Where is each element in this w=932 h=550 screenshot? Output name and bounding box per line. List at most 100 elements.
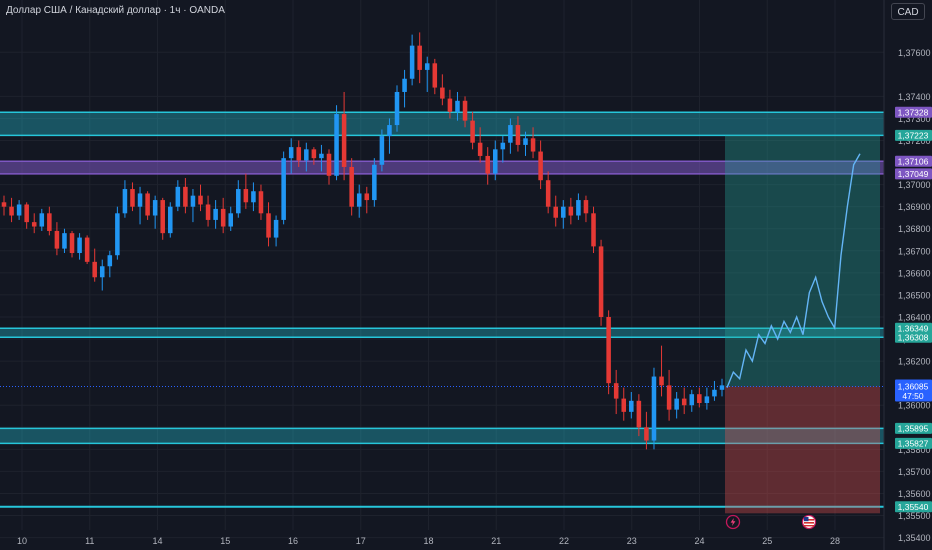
currency-button[interactable]: CAD xyxy=(891,3,925,20)
candle xyxy=(372,158,377,207)
candle xyxy=(145,191,150,220)
candle-body xyxy=(296,147,302,161)
price-label[interactable]: 1,36349 xyxy=(895,322,932,334)
candle xyxy=(137,186,143,225)
price-label[interactable]: 1,37223 xyxy=(895,129,932,141)
candle xyxy=(183,178,188,214)
candle-body xyxy=(387,125,392,137)
candle-body xyxy=(538,151,543,181)
price-label-bg xyxy=(895,129,932,141)
candle xyxy=(538,140,543,190)
price-tick-label: 1,36400 xyxy=(898,312,931,322)
candle xyxy=(417,32,422,84)
candle-body xyxy=(175,186,181,207)
candle-body xyxy=(190,195,196,207)
candle-body xyxy=(523,138,528,145)
candle-body xyxy=(77,237,82,254)
price-label-bg xyxy=(895,155,932,167)
candle-body xyxy=(500,142,506,150)
candle-body xyxy=(47,213,52,231)
candle-body xyxy=(273,219,279,238)
candle-body xyxy=(681,398,687,406)
candle-body xyxy=(591,213,596,247)
candle-body xyxy=(31,222,37,227)
candle-body xyxy=(606,316,611,384)
candle xyxy=(243,173,249,209)
candle xyxy=(583,195,589,223)
candle-body xyxy=(424,63,430,70)
candle xyxy=(387,118,392,154)
price-label[interactable]: 1,37328 xyxy=(895,106,932,118)
time-axis[interactable]: 10 11 14 15 16 17 18 21 22 23 24 25 28 xyxy=(17,536,840,546)
candle xyxy=(674,391,679,419)
support-resistance-zones xyxy=(0,111,884,508)
candle-body xyxy=(266,213,271,238)
candle-body xyxy=(545,180,551,207)
candle xyxy=(304,142,309,172)
candle xyxy=(659,345,664,397)
time-tick-label: 28 xyxy=(830,536,840,546)
candle xyxy=(198,184,203,212)
candle-body xyxy=(719,385,725,390)
candle xyxy=(644,411,649,450)
price-label-text: 1,35827 xyxy=(898,439,929,449)
candle xyxy=(251,182,256,212)
candle-body xyxy=(553,206,558,218)
candle-body xyxy=(485,155,490,174)
time-tick-label: 14 xyxy=(152,536,162,546)
price-label-bg xyxy=(895,168,932,180)
candle-body xyxy=(228,213,234,227)
candle xyxy=(712,380,717,401)
candle xyxy=(477,127,483,163)
candle-body xyxy=(69,233,75,254)
candle xyxy=(470,111,475,150)
candle xyxy=(341,91,347,181)
candle xyxy=(697,387,702,408)
current-price-text: 1,36085 xyxy=(898,381,929,391)
price-tick-label: 1,35600 xyxy=(898,489,931,499)
candle-body xyxy=(319,153,324,159)
candle xyxy=(296,140,302,167)
candle xyxy=(273,215,279,247)
price-tick-label: 1,36700 xyxy=(898,246,931,256)
candle xyxy=(152,195,158,229)
candle xyxy=(16,200,22,220)
candle xyxy=(122,180,128,218)
price-label[interactable]: 1,35827 xyxy=(895,437,932,449)
candlestick-series xyxy=(1,32,725,450)
long-position-tool[interactable] xyxy=(0,135,884,514)
candle-body xyxy=(183,186,188,207)
us-flag-icon[interactable] xyxy=(801,514,817,530)
purple-zone xyxy=(0,161,884,174)
cyan-zone xyxy=(0,112,884,136)
candle-body xyxy=(84,237,90,262)
event-icons[interactable] xyxy=(725,514,817,530)
candle-body xyxy=(16,204,22,216)
price-label[interactable]: 1,37106 xyxy=(895,155,932,167)
candle-body xyxy=(251,191,256,203)
price-label[interactable]: 1,37049 xyxy=(895,168,932,180)
price-label[interactable]: 1,35540 xyxy=(895,501,932,513)
candle xyxy=(576,193,581,220)
time-tick-label: 18 xyxy=(423,536,433,546)
candle-body xyxy=(220,208,226,227)
time-tick-label: 15 xyxy=(220,536,230,546)
price-label[interactable]: 1,35895 xyxy=(895,422,932,434)
price-label[interactable]: 1,36308 xyxy=(895,331,932,343)
chart-title: Доллар США / Канадский доллар · 1ч · OAN… xyxy=(6,5,225,16)
lightning-icon[interactable] xyxy=(725,514,741,530)
candle xyxy=(77,233,82,260)
candle xyxy=(636,394,642,437)
candle xyxy=(394,85,400,132)
time-tick-label: 22 xyxy=(559,536,569,546)
price-axis[interactable]: 1,354001,355001,356001,357001,358001,359… xyxy=(883,0,932,550)
price-label-bg xyxy=(895,437,932,449)
candle xyxy=(606,310,611,395)
price-tick-label: 1,35400 xyxy=(898,533,931,543)
candle-body xyxy=(130,189,135,207)
candle-body xyxy=(281,158,286,220)
price-label-text: 1,36349 xyxy=(898,324,929,334)
